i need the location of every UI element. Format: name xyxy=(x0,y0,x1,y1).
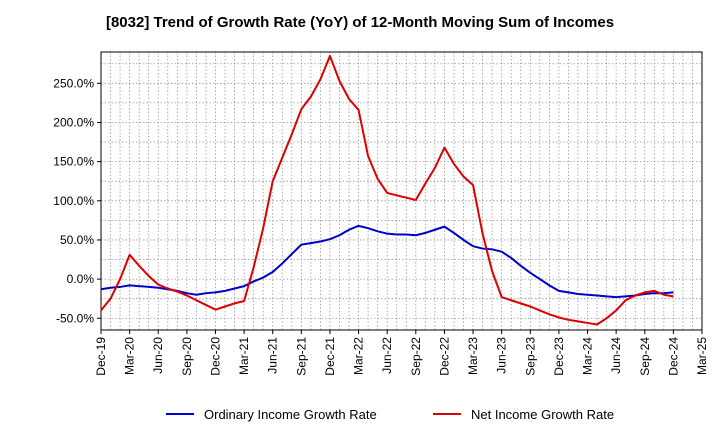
legend-label-net: Net Income Growth Rate xyxy=(471,406,615,422)
y-tick-label: 0.0% xyxy=(67,272,95,286)
x-tick-label: Dec-22 xyxy=(437,337,451,376)
x-tick-label: Dec-23 xyxy=(552,337,566,376)
plot-frame xyxy=(100,51,703,331)
x-tick-label: Sep-20 xyxy=(180,337,194,376)
x-tick-label: Mar-22 xyxy=(352,337,366,375)
x-tick-label: Mar-24 xyxy=(581,337,595,375)
x-tick-label: Dec-20 xyxy=(208,337,222,376)
y-tick-label: -50.0% xyxy=(56,311,94,325)
y-tick-label: 200.0% xyxy=(53,115,94,129)
x-tick-label: Jun-23 xyxy=(495,337,509,374)
legend-item-net: Net Income Growth Rate xyxy=(433,404,614,424)
chart-title: [8032] Trend of Growth Rate (YoY) of 12-… xyxy=(105,14,615,31)
x-tick-label: Jun-21 xyxy=(266,337,280,374)
x-tick-label: Mar-20 xyxy=(123,337,137,375)
x-tick-label: Sep-23 xyxy=(523,337,537,376)
y-axis: -50.0% 0.0% 50.0% 100.0% 150.0% 200.0% 250.0% xyxy=(53,76,101,325)
legend-label-ordinary: Ordinary Income Growth Rate xyxy=(204,406,377,422)
legend-swatch-ordinary xyxy=(166,413,194,415)
x-tick-label: Sep-21 xyxy=(294,337,308,376)
series-line-ordinary-income xyxy=(100,224,674,299)
legend-swatch-net xyxy=(433,413,461,415)
x-tick-label: Dec-21 xyxy=(323,337,337,376)
x-tick-label: Mar-25 xyxy=(695,337,709,375)
x-axis: Dec-19 Mar-20 Jun-20 Sep-20 Dec-20 Mar-21 Jun-… xyxy=(94,330,709,376)
y-tick-label: 150.0% xyxy=(53,155,94,169)
grid xyxy=(101,52,702,330)
x-tick-label: Dec-24 xyxy=(666,337,680,376)
x-tick-label: Sep-22 xyxy=(409,337,423,376)
x-tick-label: Jun-22 xyxy=(380,337,394,374)
y-tick-label: 50.0% xyxy=(60,233,94,247)
x-tick-label: Jun-20 xyxy=(151,337,165,374)
y-tick-label: 100.0% xyxy=(53,194,94,208)
legend: Ordinary Income Growth Rate Net Income G… xyxy=(0,404,720,424)
y-tick-label: 250.0% xyxy=(53,76,94,90)
x-tick-label: Jun-24 xyxy=(609,337,623,374)
legend-item-ordinary: Ordinary Income Growth Rate xyxy=(166,404,377,424)
x-tick-label: Mar-23 xyxy=(466,337,480,375)
series-layer xyxy=(100,54,674,326)
x-tick-label: Sep-24 xyxy=(638,337,652,376)
x-tick-label: Dec-19 xyxy=(94,337,108,376)
x-tick-label: Mar-21 xyxy=(237,337,251,375)
series-line-net-income xyxy=(100,54,674,326)
